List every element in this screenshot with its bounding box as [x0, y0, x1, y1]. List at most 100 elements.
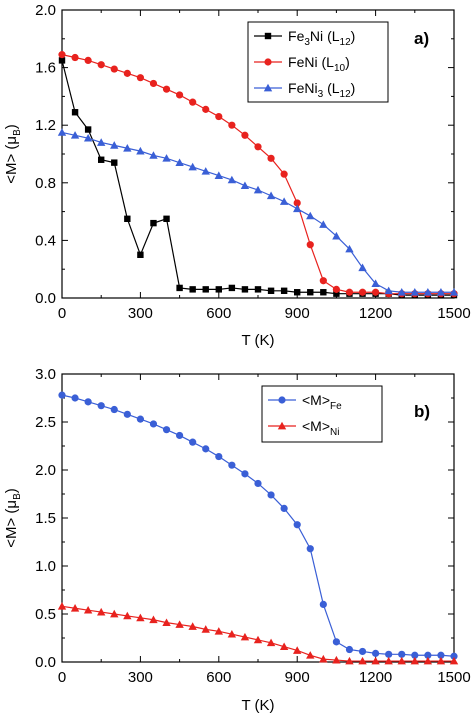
- panel-b-series-1-line: [61, 605, 454, 662]
- panel-a-series-0-point: [163, 215, 170, 222]
- panel-a-series-2-point: [332, 231, 341, 240]
- panel-a-series-2-point: [423, 288, 433, 296]
- panel-a-series-2-point: [83, 133, 93, 142]
- panel-b-series-1-point: [214, 627, 223, 635]
- panel-a-series-0-point: [176, 284, 183, 292]
- panel-b-label: b): [414, 402, 430, 421]
- panel-a-series-0-point: [333, 290, 340, 297]
- panel-a-series-1-point: [345, 288, 354, 296]
- panel-a-y-tick-label: 2.0: [35, 2, 56, 19]
- panel-b-series-1-point: [149, 615, 158, 624]
- panel-a-legend-entry: FeNi (L10): [254, 54, 350, 74]
- panel-b-series-0-point: [358, 647, 367, 656]
- panel-a-series-0-point: [228, 284, 236, 292]
- panel-a-series-1-point: [97, 61, 105, 69]
- panel-a-series-0-point: [137, 251, 144, 258]
- panel-a-series-1-point: [58, 51, 66, 59]
- panel-b-series-0-point: [149, 420, 158, 428]
- panel-a-x-tick-label: 300: [128, 305, 153, 322]
- panel-a-series-1-point: [189, 98, 197, 106]
- panel-a-legend-swatch-marker: [263, 83, 273, 92]
- panel-b-series-0-point: [450, 652, 458, 660]
- panel-a-series-1-point: [149, 79, 158, 88]
- panel-a-series-1-point: [215, 112, 223, 121]
- panel-a-series-0-point: [280, 287, 288, 294]
- panel-b-series-0: [58, 391, 458, 660]
- panel-b-series-1-point: [83, 605, 93, 614]
- panel-b-legend-swatch-marker: [278, 396, 286, 404]
- panel-a-series-2-point: [136, 146, 145, 155]
- panel-b-series-0-point: [71, 394, 79, 402]
- panel-a-series-1-point: [293, 199, 301, 207]
- panel-b-series-0-point: [385, 650, 393, 658]
- panel-b-y-tick-label: 0.0: [35, 654, 56, 671]
- panel-a-series-1-point: [267, 154, 275, 162]
- panel-a-y-tick-label: 0.0: [35, 290, 56, 307]
- panel-b-series-1: [57, 602, 459, 665]
- panel-a-series-0-point: [215, 286, 222, 293]
- panel-b-series-0-line: [61, 394, 455, 657]
- panel-b-series-1-point: [423, 656, 433, 665]
- panel-b-legend-entry: <M>Ni: [268, 418, 339, 438]
- panel-a-series-2-point: [279, 197, 289, 205]
- panel-b-y-axis-title: <M> (μB): [3, 488, 23, 548]
- panel-b-x-tick-label: 1500: [437, 669, 470, 686]
- panel-a-series-0-point: [124, 215, 131, 222]
- panel-b-series-1-point: [279, 642, 289, 650]
- panel-b-chart: 0 300 600 900 1200 15000.00.51.01.52.02.53.0 …: [3, 366, 471, 714]
- panel-b-series-1-point: [345, 656, 354, 665]
- panel-a-legend-swatch-marker: [264, 58, 272, 66]
- panel-b-legend-entry: <M>Fe: [268, 392, 342, 412]
- panel-b-series-1-point: [371, 656, 380, 665]
- panel-b-series-0-point: [319, 600, 327, 609]
- panel-b-x-tick-label: 600: [206, 669, 231, 686]
- panel-a-series-2-point: [319, 220, 328, 228]
- panel-a-series-2-point: [123, 144, 132, 152]
- panel-b-series-1-point: [293, 646, 302, 654]
- panel-b-series-0-point: [162, 426, 171, 434]
- panel-a-y-tick-label: 1.2: [35, 117, 56, 134]
- panel-b-plot-frame: [61, 373, 455, 663]
- panel-a-series-1-point: [358, 288, 367, 296]
- panel-a-x-tick-label: 600: [206, 305, 231, 322]
- panel-a-series-0-point: [267, 287, 275, 294]
- panel-a-series-1-point: [123, 69, 131, 77]
- panel-a-series-0-point: [189, 286, 196, 293]
- panel-a-series-2-point: [57, 128, 67, 136]
- panel-b-series-0-point: [189, 438, 197, 446]
- panel-b-y-tick-label: 2.0: [35, 462, 56, 479]
- panel-a-legend-label: FeNi3 (L12): [288, 80, 355, 100]
- panel-b-y-tick-label: 1.5: [35, 510, 56, 527]
- panel-b-series-1-point: [57, 602, 67, 610]
- panel-a-series-2-point: [436, 288, 446, 296]
- panel-b-series-1-point: [384, 656, 393, 665]
- panel-a-series-2-point: [188, 162, 197, 171]
- panel-b-series-1-point: [97, 607, 106, 616]
- panel-a-series-1-point: [162, 85, 171, 93]
- panel-b-series-0-point: [398, 650, 406, 658]
- panel-a-series-2-point: [253, 185, 263, 194]
- panel-a-series-0-point: [241, 286, 249, 293]
- panel-b-series-0-point: [84, 398, 92, 406]
- panel-b-x-tick-label: 0: [58, 669, 66, 686]
- panel-a-series-2-point: [306, 211, 315, 220]
- panel-a-series-1-point: [202, 105, 210, 113]
- panel-a-series-0-point: [98, 156, 105, 163]
- panel-b-series-0-point: [280, 504, 288, 512]
- panel-a-legend-entry: FeNi3 (L12): [254, 80, 355, 100]
- panel-a-series-2-point: [266, 191, 276, 200]
- panel-b-series-1-point: [410, 656, 419, 665]
- panel-a-series-1-point: [84, 56, 92, 64]
- panel-b-y-tick-label: 0.5: [35, 606, 56, 623]
- panel-b-series-0-point: [437, 651, 445, 659]
- panel-b-x-tick-label: 900: [285, 669, 310, 686]
- panel-b-series-1-point: [188, 622, 197, 630]
- panel-b-legend-box: [261, 385, 383, 443]
- panel-a-series-2-point: [97, 138, 106, 146]
- panel-a-series-1-point: [241, 131, 249, 139]
- panel-b-series-1-point: [70, 604, 80, 612]
- panel-a-series-2-point: [110, 141, 119, 149]
- panel-a-series-2-point: [293, 204, 302, 213]
